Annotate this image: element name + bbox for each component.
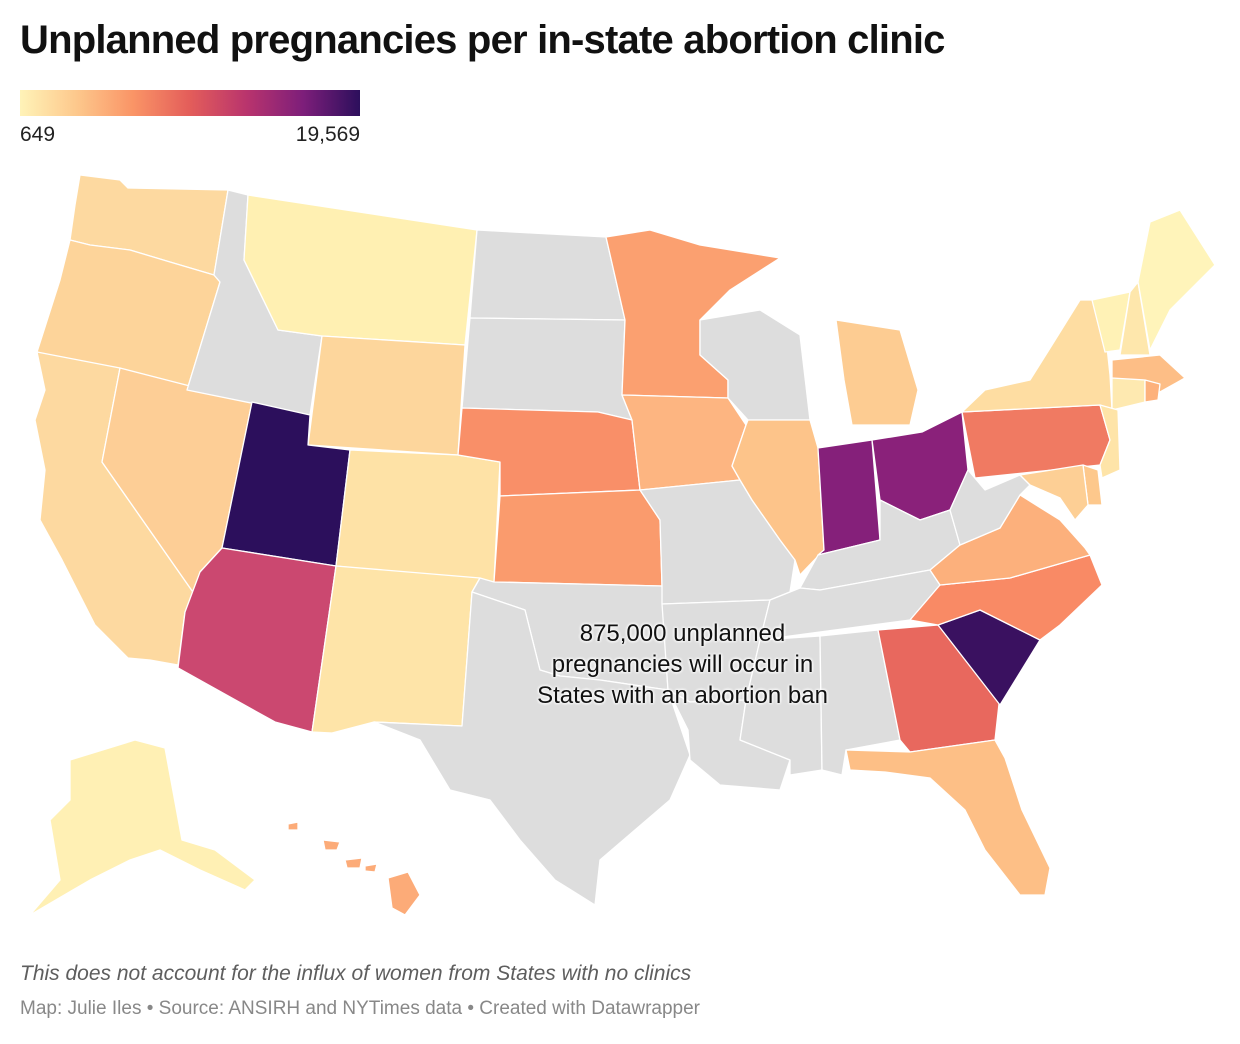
state-nm [311,565,481,734]
state-ri [1144,379,1161,403]
state-md [1019,464,1089,521]
state-sd [461,317,633,421]
map-credits: Map: Julie Iles • Source: ANSIRH and NYT… [20,998,701,1019]
state-la [667,689,791,791]
state-ny [961,299,1113,413]
legend-max-label: 19,569 [295,123,360,146]
color-legend: 649 19,569 [20,90,360,149]
chart-title: Unplanned pregnancies per in-state abort… [20,18,945,62]
state-ia [621,394,747,491]
state-ks [493,489,663,587]
state-nd [469,229,626,321]
state-hi [287,821,421,916]
state-co [335,449,501,583]
legend-gradient-bar [20,90,360,116]
state-fl [845,739,1051,896]
map-svg [29,174,1216,916]
state-mi [835,319,919,426]
state-ak [29,739,256,916]
us-choropleth-map [0,160,1240,960]
legend-min-label: 649 [20,123,56,146]
state-me [1137,209,1216,351]
state-ct [1111,377,1146,411]
state-nj [1099,404,1121,479]
state-mt [243,194,478,346]
state-il [731,419,825,576]
map-note: This does not account for the influx of … [20,962,692,985]
state-az [177,547,337,733]
state-nh [1119,281,1151,356]
state-wy [307,335,466,456]
state-tx [373,591,691,906]
state-vt [1091,291,1131,353]
state-in [817,439,881,556]
